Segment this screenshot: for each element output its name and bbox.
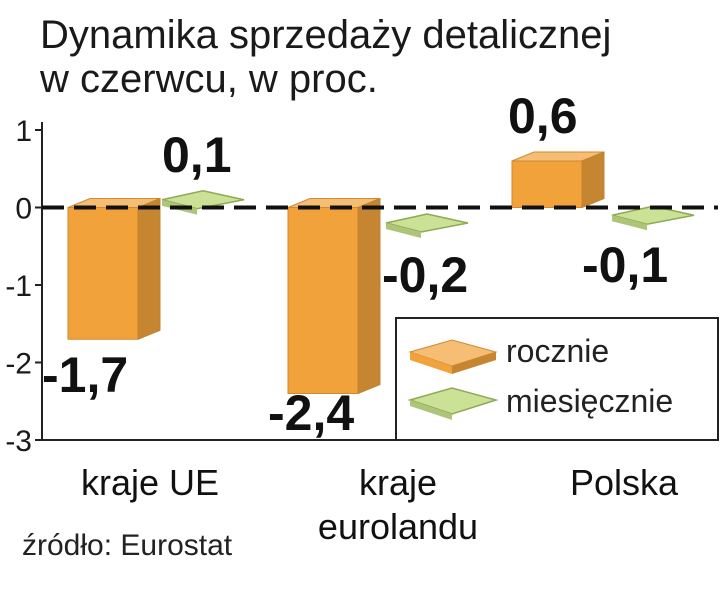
chart-subtitle: w czerwcu, w proc.	[39, 57, 378, 101]
category-label: Polska	[570, 462, 679, 503]
value-label: -0,2	[382, 247, 468, 303]
y-tick-label: -2	[5, 348, 32, 381]
legend-label-miesiecznie: miesięcznie	[506, 383, 673, 419]
y-tick-label: 0	[15, 193, 32, 226]
category-label: kraje	[359, 462, 437, 503]
chart-title: Dynamika sprzedaży detalicznej	[40, 13, 611, 57]
bars	[67, 151, 695, 395]
legend-box	[395, 317, 719, 441]
y-axis: 1 0 -1 -2 -3	[5, 115, 718, 458]
bar-front-face	[287, 207, 359, 394]
bar-disc-edge	[612, 215, 647, 231]
value-label: -0,1	[582, 237, 668, 293]
bar-kraje-eurolandu-rocznie	[287, 197, 381, 395]
bar-kraje-eurolandu-miesięcznie	[385, 213, 469, 238]
legend-label-rocznie: rocznie	[506, 333, 609, 369]
bar-Polska-miesięcznie	[611, 205, 695, 231]
legend-swatch-rocznie-side	[452, 352, 496, 374]
category-label: kraje UE	[81, 462, 219, 503]
y-tick-label: -1	[5, 270, 32, 303]
y-tick-label: 1	[15, 115, 32, 148]
bar-kraje-UE-miesięcznie	[161, 189, 245, 215]
value-label: -1,7	[42, 347, 128, 403]
y-tick-label: -3	[5, 425, 32, 458]
category-label: eurolandu	[318, 506, 478, 547]
bar-kraje-UE-rocznie	[67, 197, 161, 340]
bar-side-face	[137, 197, 161, 340]
legend-swatch-miesiecznie-edge	[410, 400, 452, 420]
bar-side-face	[357, 197, 381, 395]
bar-disc-edge	[386, 223, 421, 238]
value-label: 0,6	[508, 88, 578, 144]
bar-front-face	[67, 207, 139, 340]
value-label: -2,4	[268, 385, 354, 441]
bar-side-face	[581, 151, 605, 209]
legend-swatch-rocznie-edge	[410, 352, 452, 374]
source-note: źródło: Eurostat	[22, 529, 233, 562]
value-label: 0,1	[162, 127, 232, 183]
legend: rocznie miesięcznie	[395, 317, 719, 441]
bar-Polska-rocznie	[511, 151, 605, 209]
value-labels: -1,7 -2,4 0,6 0,1 -0,2 -0,1	[42, 88, 668, 441]
bar-front-face	[511, 160, 583, 208]
legend-swatches	[407, 339, 499, 420]
bar-disc-top	[385, 213, 469, 233]
